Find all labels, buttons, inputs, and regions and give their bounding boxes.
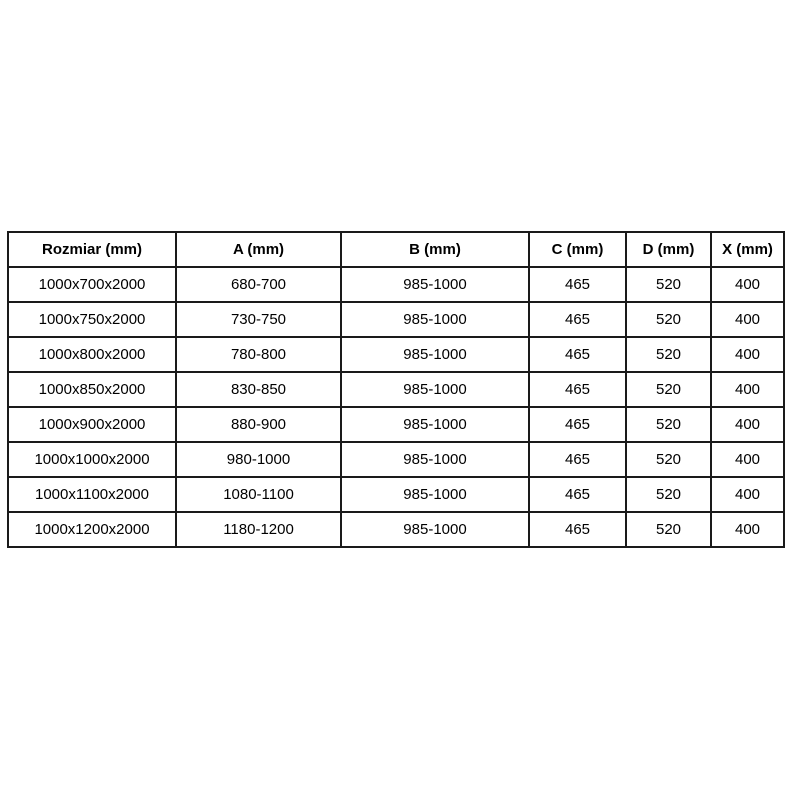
table-cell: 1000x850x2000 xyxy=(7,371,177,408)
table-cell: 400 xyxy=(710,336,785,373)
table-row: 1000x850x2000 830-850 985-1000 465 520 400 xyxy=(7,371,785,408)
table-cell: 520 xyxy=(625,301,712,338)
table-cell: 985-1000 xyxy=(340,511,530,548)
table-cell: 730-750 xyxy=(175,301,342,338)
table-cell: 400 xyxy=(710,476,785,513)
table-cell: 1000x1000x2000 xyxy=(7,441,177,478)
table-cell: 400 xyxy=(710,266,785,303)
table-cell: 830-850 xyxy=(175,371,342,408)
table-cell: 400 xyxy=(710,371,785,408)
table-cell: 400 xyxy=(710,301,785,338)
table-cell: 400 xyxy=(710,441,785,478)
table-header-cell: C (mm) xyxy=(528,231,627,268)
table-cell: 780-800 xyxy=(175,336,342,373)
table-cell: 985-1000 xyxy=(340,441,530,478)
table-cell: 980-1000 xyxy=(175,441,342,478)
table-cell: 1000x900x2000 xyxy=(7,406,177,443)
table-body: 1000x700x2000 680-700 985-1000 465 520 400 100… xyxy=(7,266,785,548)
table-header: Rozmiar (mm) A (mm) B (mm) C (mm) D (mm) X (m… xyxy=(7,231,785,268)
table-row: 1000x700x2000 680-700 985-1000 465 520 400 xyxy=(7,266,785,303)
table-cell: 465 xyxy=(528,406,627,443)
table-header-cell: A (mm) xyxy=(175,231,342,268)
table-cell: 985-1000 xyxy=(340,476,530,513)
table-cell: 400 xyxy=(710,406,785,443)
table-cell: 465 xyxy=(528,371,627,408)
table-cell: 985-1000 xyxy=(340,406,530,443)
table-cell: 520 xyxy=(625,371,712,408)
table-cell: 1000x700x2000 xyxy=(7,266,177,303)
table-cell: 1080-1100 xyxy=(175,476,342,513)
table-cell: 400 xyxy=(710,511,785,548)
table-header-row: Rozmiar (mm) A (mm) B (mm) C (mm) D (mm) X (m… xyxy=(7,231,785,268)
dimensions-table: Rozmiar (mm) A (mm) B (mm) C (mm) D (mm) X (m… xyxy=(7,231,785,548)
table-row: 1000x750x2000 730-750 985-1000 465 520 400 xyxy=(7,301,785,338)
table-cell: 1000x800x2000 xyxy=(7,336,177,373)
table-cell: 985-1000 xyxy=(340,301,530,338)
table-cell: 465 xyxy=(528,266,627,303)
table-cell: 1000x750x2000 xyxy=(7,301,177,338)
table-row: 1000x1200x2000 1180-1200 985-1000 465 520 400 xyxy=(7,511,785,548)
table-cell: 1000x1100x2000 xyxy=(7,476,177,513)
table-cell: 1000x1200x2000 xyxy=(7,511,177,548)
table-cell: 520 xyxy=(625,406,712,443)
table-row: 1000x800x2000 780-800 985-1000 465 520 400 xyxy=(7,336,785,373)
table-cell: 465 xyxy=(528,476,627,513)
table-header-cell: Rozmiar (mm) xyxy=(7,231,177,268)
table-cell: 465 xyxy=(528,301,627,338)
table-cell: 520 xyxy=(625,476,712,513)
table-cell: 985-1000 xyxy=(340,336,530,373)
table-row: 1000x1100x2000 1080-1100 985-1000 465 520 400 xyxy=(7,476,785,513)
table-cell: 985-1000 xyxy=(340,371,530,408)
table-row: 1000x1000x2000 980-1000 985-1000 465 520 400 xyxy=(7,441,785,478)
table-header-cell: B (mm) xyxy=(340,231,530,268)
table-cell: 1180-1200 xyxy=(175,511,342,548)
table-cell: 520 xyxy=(625,511,712,548)
table-cell: 520 xyxy=(625,336,712,373)
table-cell: 680-700 xyxy=(175,266,342,303)
table-cell: 465 xyxy=(528,441,627,478)
table-cell: 880-900 xyxy=(175,406,342,443)
table-cell: 520 xyxy=(625,266,712,303)
table-header-cell: D (mm) xyxy=(625,231,712,268)
table-row: 1000x900x2000 880-900 985-1000 465 520 400 xyxy=(7,406,785,443)
table-cell: 465 xyxy=(528,336,627,373)
table-cell: 465 xyxy=(528,511,627,548)
table-header-cell: X (mm) xyxy=(710,231,785,268)
table-cell: 520 xyxy=(625,441,712,478)
table-cell: 985-1000 xyxy=(340,266,530,303)
